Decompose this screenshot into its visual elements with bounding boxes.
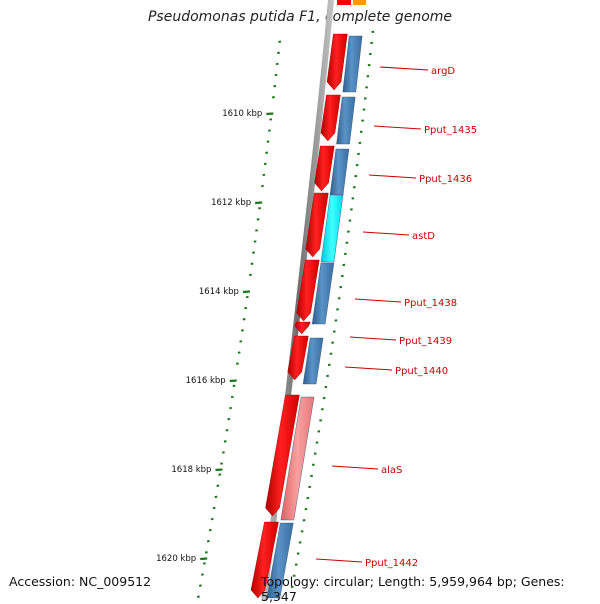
- scale-minor-tick: [267, 141, 270, 142]
- scale-minor-tick: [252, 252, 255, 253]
- scale-minor-tick: [254, 241, 257, 242]
- scale-minor-tick: [265, 153, 268, 154]
- scale-minor-tick: [229, 408, 232, 409]
- scale-minor-tick: [268, 130, 271, 131]
- gene-label: alaS: [381, 465, 402, 476]
- gene-label: argD: [431, 66, 455, 77]
- scale-minor-tick: [217, 486, 220, 487]
- forward-gene-arrow: [337, 0, 351, 5]
- reverse-gene-block: [337, 97, 356, 144]
- scale-minor-tick: [233, 386, 236, 387]
- scale-minor-tick: [273, 86, 276, 87]
- scale-minor-tick: [201, 574, 204, 575]
- scale-minor-tick: [209, 530, 212, 531]
- scale-minor-tick: [228, 419, 231, 420]
- scale-minor-tick: [251, 264, 254, 265]
- scale-minor-tick: [199, 585, 202, 586]
- scale-minor-tick: [224, 441, 227, 442]
- gene-label: Pput_1439: [399, 336, 452, 347]
- label-leader-line: [380, 67, 428, 70]
- scale-major-tick: [230, 381, 237, 382]
- length-text: Length: 5,959,964 bp: [370, 574, 513, 589]
- scale-label: 1618 kbp: [171, 465, 211, 475]
- gene-label: Pput_1440: [395, 366, 448, 377]
- scale-major-tick: [243, 292, 250, 293]
- scale-minor-tick: [215, 497, 218, 498]
- label-leader-line: [350, 337, 396, 340]
- scale-minor-tick: [257, 219, 260, 220]
- reverse-gene-block: [353, 0, 366, 5]
- scale-minor-tick: [243, 319, 246, 320]
- scale-minor-tick: [231, 397, 234, 398]
- label-leader-line: [316, 559, 362, 562]
- scale-major-tick: [255, 203, 262, 204]
- scale-minor-tick: [222, 452, 225, 453]
- label-leader-line: [355, 299, 401, 302]
- scale-minor-tick: [211, 519, 214, 520]
- label-leader-line: [374, 126, 421, 129]
- gene-label: astD: [412, 231, 435, 242]
- scale-label: 1612 kbp: [211, 198, 251, 208]
- scale-minor-tick: [264, 164, 267, 165]
- scale-minor-tick: [246, 297, 249, 298]
- label-leader-line: [369, 175, 416, 178]
- gene-label: Pput_1442: [365, 558, 418, 569]
- scale-minor-tick: [218, 474, 221, 475]
- scale-minor-tick: [205, 552, 208, 553]
- scale-minor-tick: [240, 341, 243, 342]
- scale-minor-tick: [270, 119, 273, 120]
- scale-label: 1620 kbp: [156, 554, 196, 564]
- scale-major-tick: [266, 114, 273, 115]
- scale-minor-tick: [258, 208, 261, 209]
- scale-minor-tick: [207, 541, 210, 542]
- scale-minor-tick: [226, 430, 229, 431]
- scale-minor-tick: [278, 42, 281, 43]
- label-leader-line: [345, 367, 392, 370]
- label-leader-line: [363, 232, 409, 235]
- scale-minor-tick: [213, 508, 216, 509]
- scale-major-tick: [215, 470, 222, 471]
- scale-label: 1614 kbp: [199, 287, 239, 297]
- scale-minor-tick: [203, 563, 206, 564]
- scale-minor-tick: [244, 308, 247, 309]
- topology-text: Topology: circular: [261, 574, 370, 589]
- scale-major-tick: [200, 559, 207, 560]
- scale-minor-tick: [261, 186, 264, 187]
- scale-minor-tick: [272, 97, 275, 98]
- scale-minor-tick: [255, 230, 258, 231]
- scale-minor-tick: [263, 175, 266, 176]
- scale-minor-tick: [277, 53, 280, 54]
- scale-minor-tick: [275, 75, 278, 76]
- gene-label: Pput_1436: [419, 174, 472, 185]
- scale-minor-tick: [197, 597, 200, 598]
- accession-text: Accession: NC_009512: [9, 574, 151, 589]
- scale-minor-tick: [238, 352, 241, 353]
- scale-minor-tick: [241, 330, 244, 331]
- gene-label: Pput_1438: [404, 298, 457, 309]
- scale-label: 1610 kbp: [222, 109, 262, 119]
- scale-minor-tick: [236, 363, 239, 364]
- forward-gene-arrow: [321, 95, 341, 141]
- gene-track: [251, 0, 366, 598]
- gene-label: Pput_1435: [424, 125, 477, 136]
- label-leader-line: [332, 466, 378, 469]
- scale-minor-tick: [220, 463, 223, 464]
- scale-minor-tick: [249, 275, 252, 276]
- scale-label: 1616 kbp: [186, 376, 226, 386]
